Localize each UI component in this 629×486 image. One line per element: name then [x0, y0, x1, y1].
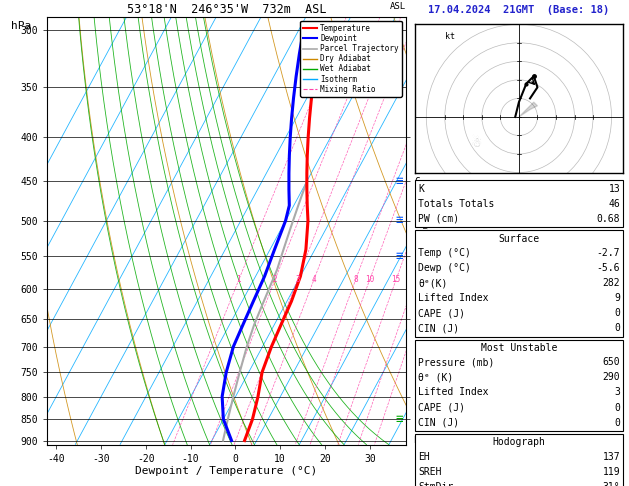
Text: 0: 0 [615, 402, 620, 413]
Text: Hodograph: Hodograph [493, 437, 545, 447]
Text: CAPE (J): CAPE (J) [418, 402, 465, 413]
Legend: Temperature, Dewpoint, Parcel Trajectory, Dry Adiabat, Wet Adiabat, Isotherm, Mi: Temperature, Dewpoint, Parcel Trajectory… [300, 21, 402, 97]
Text: CIN (J): CIN (J) [418, 323, 459, 333]
Text: Pressure (mb): Pressure (mb) [418, 357, 494, 367]
Text: kt: kt [445, 32, 455, 41]
Title: 53°18'N  246°35'W  732m  ASL: 53°18'N 246°35'W 732m ASL [126, 3, 326, 16]
Text: StmDir: StmDir [418, 482, 454, 486]
Text: K: K [418, 184, 424, 194]
Text: -2.7: -2.7 [597, 248, 620, 258]
Text: hPa: hPa [11, 21, 31, 31]
Text: 0: 0 [615, 323, 620, 333]
Text: © weatheronline.co.uk: © weatheronline.co.uk [462, 450, 576, 459]
Text: 17.04.2024  21GMT  (Base: 18): 17.04.2024 21GMT (Base: 18) [428, 4, 610, 15]
Text: Dewp (°C): Dewp (°C) [418, 263, 471, 273]
Text: 10: 10 [365, 275, 374, 284]
Text: 0: 0 [615, 417, 620, 428]
X-axis label: Dewpoint / Temperature (°C): Dewpoint / Temperature (°C) [135, 467, 318, 476]
Text: 8: 8 [353, 275, 358, 284]
Text: 15: 15 [391, 275, 401, 284]
Polygon shape [519, 102, 537, 117]
Text: Most Unstable: Most Unstable [481, 343, 557, 353]
Text: ≡: ≡ [396, 250, 403, 263]
Text: 282: 282 [603, 278, 620, 288]
Text: Temp (°C): Temp (°C) [418, 248, 471, 258]
Text: Lifted Index: Lifted Index [418, 293, 489, 303]
Text: 137: 137 [603, 451, 620, 462]
Text: 290: 290 [603, 372, 620, 382]
Text: LCL: LCL [413, 436, 428, 445]
Text: Lifted Index: Lifted Index [418, 387, 489, 398]
Text: ≡: ≡ [396, 413, 403, 426]
Text: ☃: ☃ [470, 137, 482, 150]
Text: 650: 650 [603, 357, 620, 367]
Text: PW (cm): PW (cm) [418, 214, 459, 224]
Text: 46: 46 [608, 199, 620, 209]
Text: ≡: ≡ [396, 214, 403, 227]
Text: 1: 1 [237, 275, 242, 284]
Text: 2: 2 [273, 275, 277, 284]
Text: 4: 4 [312, 275, 316, 284]
Text: 119: 119 [603, 467, 620, 477]
Text: km
ASL: km ASL [389, 0, 406, 11]
Y-axis label: Mixing Ratio (g/kg): Mixing Ratio (g/kg) [420, 180, 429, 282]
Text: -5.6: -5.6 [597, 263, 620, 273]
Text: 13: 13 [608, 184, 620, 194]
Text: θᵉ (K): θᵉ (K) [418, 372, 454, 382]
Text: 0.68: 0.68 [597, 214, 620, 224]
Text: Totals Totals: Totals Totals [418, 199, 494, 209]
Text: 0: 0 [615, 308, 620, 318]
Text: 31°: 31° [603, 482, 620, 486]
Text: 3: 3 [295, 275, 300, 284]
Text: Surface: Surface [498, 234, 540, 243]
Text: SREH: SREH [418, 467, 442, 477]
Text: 9: 9 [615, 293, 620, 303]
Text: EH: EH [418, 451, 430, 462]
Text: CIN (J): CIN (J) [418, 417, 459, 428]
Text: ≡: ≡ [396, 175, 403, 188]
Text: CAPE (J): CAPE (J) [418, 308, 465, 318]
Text: θᵉ(K): θᵉ(K) [418, 278, 448, 288]
Text: 3: 3 [615, 387, 620, 398]
